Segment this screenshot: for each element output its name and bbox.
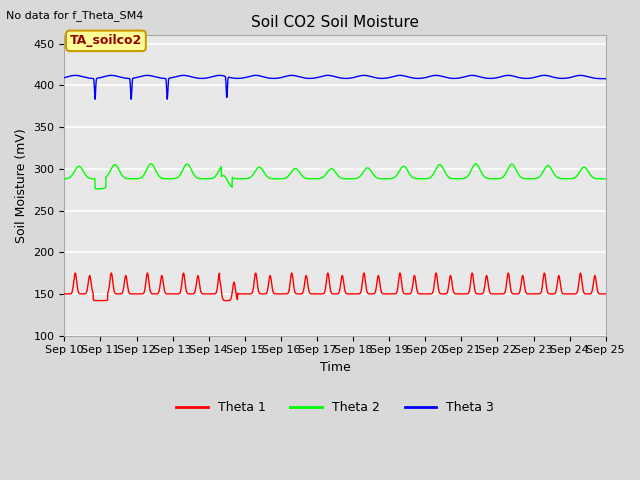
Text: TA_soilco2: TA_soilco2 xyxy=(70,35,142,48)
Text: No data for f_Theta_SM4: No data for f_Theta_SM4 xyxy=(6,10,144,21)
Y-axis label: Soil Moisture (mV): Soil Moisture (mV) xyxy=(15,128,28,243)
X-axis label: Time: Time xyxy=(319,361,351,374)
Legend: Theta 1, Theta 2, Theta 3: Theta 1, Theta 2, Theta 3 xyxy=(172,396,499,419)
Title: Soil CO2 Soil Moisture: Soil CO2 Soil Moisture xyxy=(251,15,419,30)
